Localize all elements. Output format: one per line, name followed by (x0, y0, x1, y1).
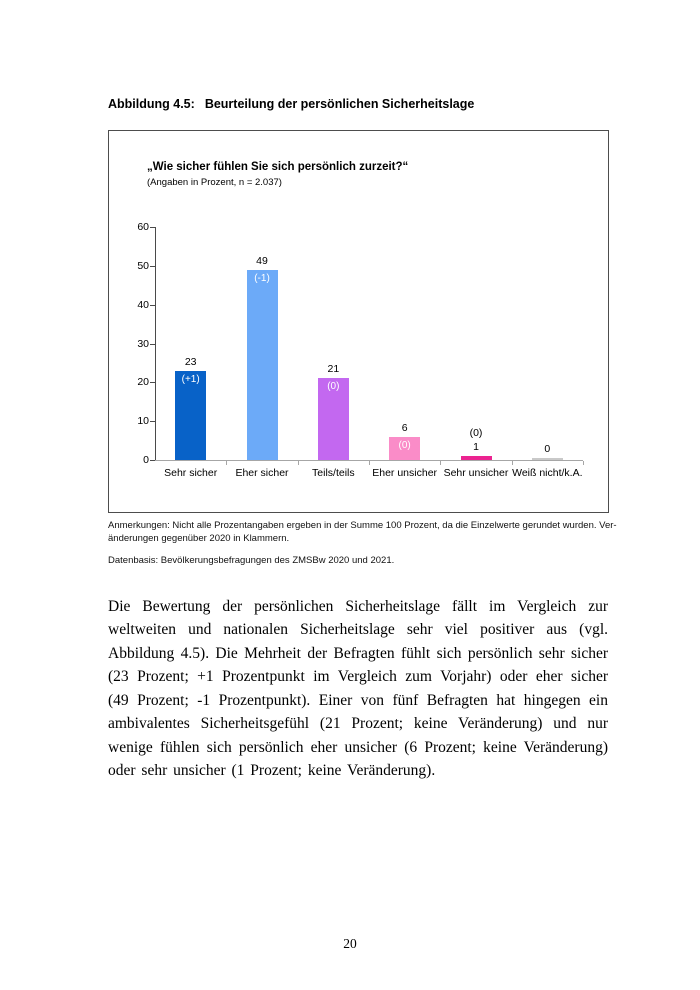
bar-value-label: 6 (401, 421, 408, 434)
x-tick (226, 461, 227, 465)
figure-chart: „Wie sicher fühlen Sie sich persönlich z… (108, 130, 609, 513)
x-category-label: Weiß nicht/k.A. (512, 467, 583, 479)
y-tick (150, 304, 155, 306)
x-tick (512, 461, 513, 465)
bar-eher-sicher: (-1) (246, 269, 278, 460)
bar-value-label: 1 (473, 441, 479, 454)
bar-teils-teils: (0) (317, 378, 349, 460)
bar-change-label: (0) (398, 439, 411, 451)
bar-value-label: 21 (327, 363, 340, 376)
x-category-labels: Sehr sicher Eher sicher Teils/teils Eher un… (155, 467, 583, 479)
anmerkungen-line-2: änderungen gegenüber 2020 in Klammern. (108, 533, 290, 544)
page-number: 20 (343, 936, 357, 951)
plot-area: 0 10 20 30 40 50 60 (+1) 23 (-1) 49 (0) 21 (0) 6 1 (0) 0 (137, 221, 584, 466)
figure-caption: Abbildung 4.5: Beurteilung der persönlich… (108, 97, 608, 111)
y-tick (150, 343, 155, 345)
y-tick (150, 460, 155, 461)
bar-value-label: 49 (256, 254, 268, 267)
x-tick (440, 461, 441, 465)
x-category-label: Eher sicher (235, 467, 289, 479)
chart-subtitle: (Angaben in Prozent, n = 2.037) (147, 177, 282, 188)
x-tick (583, 461, 584, 465)
bar-change-label: (+1) (181, 373, 200, 385)
figure-caption-title: Beurteilung der persönlichen Sicherheits… (204, 97, 475, 111)
bar-change-label: (0) (469, 427, 483, 440)
y-axis (155, 227, 156, 461)
anmerkungen-line-1: Anmerkungen: Nicht alle Prozentangaben e… (108, 520, 617, 531)
y-tick (150, 227, 155, 228)
bar-sehr-sicher: (+1) (175, 370, 207, 460)
y-tick-label: 40 (137, 298, 149, 311)
figure-caption-label: Abbildung 4.5: (108, 97, 195, 111)
y-tick-label: 10 (137, 415, 149, 428)
y-tick-label: 30 (137, 337, 149, 350)
x-category-label: Sehr sicher (164, 467, 218, 479)
bar-value-label: 0 (544, 443, 551, 455)
x-category-label: Eher unsicher (372, 467, 438, 479)
chart-title: „Wie sicher fühlen Sie sich persönlich z… (147, 161, 409, 173)
x-category-label: Teils/teils (312, 467, 355, 479)
x-tick (298, 461, 299, 465)
bar-change-label: (-1) (254, 272, 270, 284)
y-tick-label: 0 (143, 454, 149, 466)
y-tick-label: 20 (137, 376, 149, 389)
bar-value-label: 23 (184, 355, 197, 368)
x-category-label: Sehr unsicher (443, 467, 509, 479)
figure-notes: Anmerkungen: Nicht alle Prozentangaben e… (108, 519, 628, 567)
bar-sehr-unsicher (460, 456, 492, 460)
datenbasis-line: Datenbasis: Bevölkerungsbefragungen des … (108, 555, 395, 566)
y-tick (150, 382, 155, 384)
bar-change-label: (0) (327, 381, 340, 393)
body-paragraph: Die Bewertung der persönlichen Sicherhei… (108, 597, 608, 780)
x-axis (155, 460, 583, 461)
y-tick-label: 60 (137, 221, 149, 233)
y-tick (150, 265, 155, 267)
bar-wei-nicht-k-a- (531, 458, 563, 460)
bar-eher-unsicher: (0) (389, 436, 421, 460)
y-tick-label: 50 (137, 259, 149, 272)
y-tick (150, 421, 155, 423)
x-tick (369, 461, 370, 465)
